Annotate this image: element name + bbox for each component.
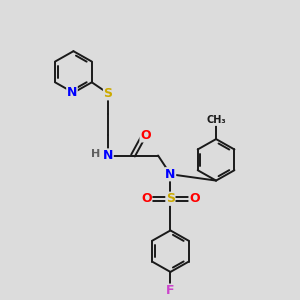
Text: S: S bbox=[103, 87, 112, 100]
Text: N: N bbox=[67, 86, 77, 99]
Text: N: N bbox=[165, 168, 176, 181]
Text: H: H bbox=[91, 149, 100, 159]
Text: N: N bbox=[103, 149, 113, 162]
Text: O: O bbox=[189, 192, 200, 205]
Text: O: O bbox=[140, 129, 151, 142]
Text: O: O bbox=[141, 192, 152, 205]
Text: S: S bbox=[166, 192, 175, 205]
Text: F: F bbox=[166, 284, 175, 297]
Text: CH₃: CH₃ bbox=[206, 116, 226, 125]
